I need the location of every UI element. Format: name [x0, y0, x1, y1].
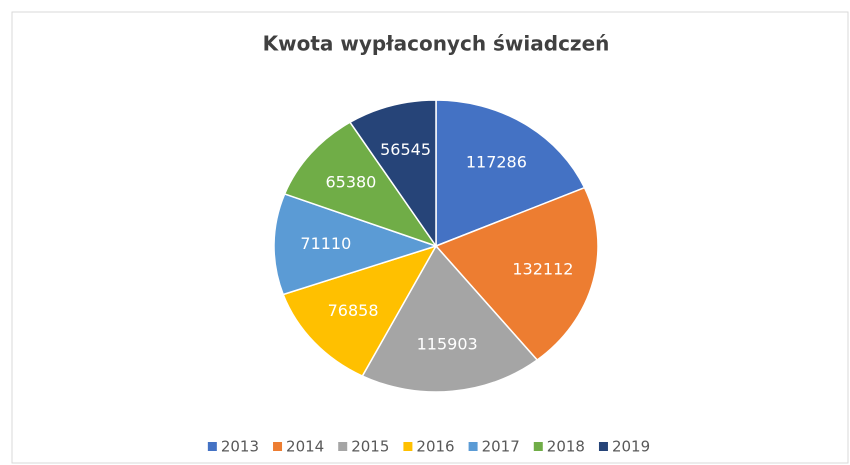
legend-item: 2015 — [338, 438, 389, 456]
pie-slice — [348, 99, 437, 249]
legend-swatch — [207, 442, 217, 451]
legend-label: 2016 — [416, 438, 454, 456]
pie-slice — [283, 121, 438, 248]
pie-slice — [435, 99, 586, 248]
data-label: 117286 — [466, 152, 527, 171]
legend-item: 2016 — [403, 438, 455, 456]
legend-item: 2013 — [207, 438, 259, 456]
legend-label: 2017 — [482, 438, 520, 456]
pie-slice — [273, 192, 439, 296]
legend-item: 2017 — [468, 438, 520, 456]
legend-swatch — [403, 442, 413, 451]
legend-swatch — [598, 442, 608, 451]
data-label: 76858 — [328, 301, 379, 320]
pie-slice — [434, 186, 599, 362]
data-label: 56545 — [380, 140, 431, 159]
pie-slice — [361, 244, 539, 393]
legend-item: 2018 — [533, 438, 585, 456]
legend-swatch — [468, 442, 478, 451]
data-label: 65380 — [325, 172, 376, 191]
legend: 2013 2014 2015 2016 2017 2018 2019 — [207, 438, 650, 456]
pie-slice — [282, 244, 438, 378]
legend-label: 2019 — [612, 438, 650, 456]
legend-item: 2019 — [598, 438, 650, 456]
legend-label: 2015 — [351, 438, 389, 456]
legend-swatch — [533, 442, 543, 451]
legend-label: 2018 — [547, 438, 585, 456]
chart-title: Kwota wypłaconych świadczeń — [263, 32, 610, 56]
legend-label: 2013 — [221, 438, 259, 456]
legend-label: 2014 — [286, 438, 324, 456]
legend-swatch — [273, 442, 283, 451]
legend-swatch — [338, 442, 348, 451]
data-label: 71110 — [300, 234, 351, 253]
data-label: 132112 — [512, 259, 573, 278]
legend-item: 2014 — [273, 438, 324, 456]
data-label: 115903 — [417, 334, 478, 353]
